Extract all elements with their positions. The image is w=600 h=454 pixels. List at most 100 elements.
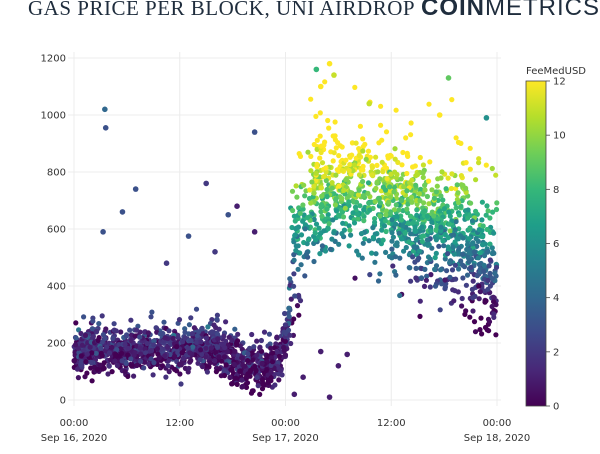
data-point bbox=[374, 162, 380, 168]
data-point bbox=[478, 315, 484, 321]
data-point bbox=[455, 199, 462, 206]
data-point bbox=[129, 363, 135, 369]
data-point bbox=[417, 298, 423, 304]
data-point bbox=[245, 351, 251, 357]
data-point bbox=[239, 377, 245, 383]
data-point bbox=[413, 275, 419, 281]
data-point bbox=[462, 311, 468, 317]
data-point bbox=[468, 264, 474, 270]
data-point bbox=[330, 158, 336, 164]
data-point bbox=[367, 207, 373, 213]
data-point bbox=[418, 275, 425, 281]
data-point bbox=[325, 226, 331, 232]
outlier-point bbox=[132, 186, 139, 192]
data-point bbox=[464, 272, 471, 278]
y-tick-label: 600 bbox=[47, 225, 66, 236]
data-point bbox=[358, 231, 365, 237]
data-point bbox=[456, 212, 462, 218]
data-point bbox=[383, 212, 389, 218]
data-point bbox=[96, 321, 102, 327]
data-point bbox=[199, 351, 205, 357]
data-point bbox=[447, 228, 453, 234]
data-point bbox=[326, 221, 332, 227]
data-point bbox=[341, 187, 347, 193]
data-point bbox=[375, 169, 381, 175]
data-point bbox=[297, 210, 303, 216]
data-point bbox=[354, 211, 360, 217]
outlier-point bbox=[300, 374, 306, 381]
data-point bbox=[295, 266, 301, 272]
data-point bbox=[369, 250, 375, 256]
data-point bbox=[450, 244, 456, 250]
data-point bbox=[402, 230, 408, 236]
data-point bbox=[467, 314, 473, 320]
data-point bbox=[313, 237, 319, 243]
data-point bbox=[420, 174, 426, 180]
data-point bbox=[93, 328, 99, 334]
data-point bbox=[149, 309, 155, 315]
data-point bbox=[331, 150, 337, 156]
data-point bbox=[360, 240, 366, 246]
data-point bbox=[291, 213, 297, 219]
data-point bbox=[150, 372, 156, 378]
data-point bbox=[447, 213, 453, 219]
data-point bbox=[427, 284, 433, 290]
data-point bbox=[205, 324, 211, 330]
data-point bbox=[386, 199, 392, 205]
data-point bbox=[441, 206, 447, 212]
data-point bbox=[424, 213, 430, 219]
outlier-point bbox=[436, 112, 443, 118]
data-point bbox=[327, 246, 334, 252]
data-point bbox=[479, 217, 485, 223]
data-point bbox=[422, 187, 428, 193]
data-point bbox=[146, 361, 152, 367]
data-point bbox=[214, 316, 220, 322]
x-tick-label: 12:00 bbox=[377, 418, 406, 429]
data-point bbox=[421, 283, 428, 289]
data-point bbox=[137, 345, 143, 351]
data-point bbox=[319, 193, 325, 199]
data-point bbox=[247, 345, 253, 351]
data-point bbox=[292, 218, 298, 224]
data-point bbox=[198, 339, 204, 345]
data-point bbox=[116, 342, 122, 348]
data-point bbox=[346, 199, 352, 205]
data-point bbox=[365, 180, 372, 186]
data-point bbox=[101, 360, 107, 366]
data-point bbox=[392, 254, 399, 260]
data-point bbox=[448, 185, 454, 192]
data-point bbox=[375, 278, 382, 284]
data-point bbox=[487, 215, 493, 221]
data-point bbox=[414, 172, 421, 178]
data-point bbox=[445, 175, 451, 181]
data-point bbox=[445, 251, 451, 257]
data-point bbox=[468, 200, 474, 206]
data-point bbox=[71, 358, 77, 364]
data-point bbox=[373, 154, 379, 160]
data-point bbox=[449, 171, 455, 177]
data-point bbox=[467, 212, 473, 219]
data-point bbox=[360, 163, 366, 169]
data-point bbox=[118, 329, 124, 335]
data-point bbox=[221, 368, 227, 374]
data-point bbox=[231, 361, 237, 367]
data-point bbox=[322, 248, 329, 254]
data-point bbox=[492, 270, 498, 276]
data-point bbox=[471, 249, 478, 255]
data-point bbox=[424, 237, 430, 243]
data-point bbox=[175, 349, 181, 356]
outlier-point bbox=[102, 106, 108, 113]
data-point bbox=[305, 149, 311, 155]
data-point bbox=[221, 372, 228, 379]
data-point bbox=[180, 355, 186, 361]
data-point bbox=[125, 352, 131, 358]
data-point bbox=[491, 311, 497, 317]
data-point bbox=[480, 223, 486, 229]
data-point bbox=[221, 333, 227, 339]
data-point bbox=[215, 336, 221, 342]
outlier-point bbox=[119, 209, 126, 215]
data-point bbox=[389, 230, 395, 236]
data-point bbox=[290, 207, 296, 214]
data-point bbox=[447, 260, 453, 266]
data-point bbox=[484, 203, 490, 209]
